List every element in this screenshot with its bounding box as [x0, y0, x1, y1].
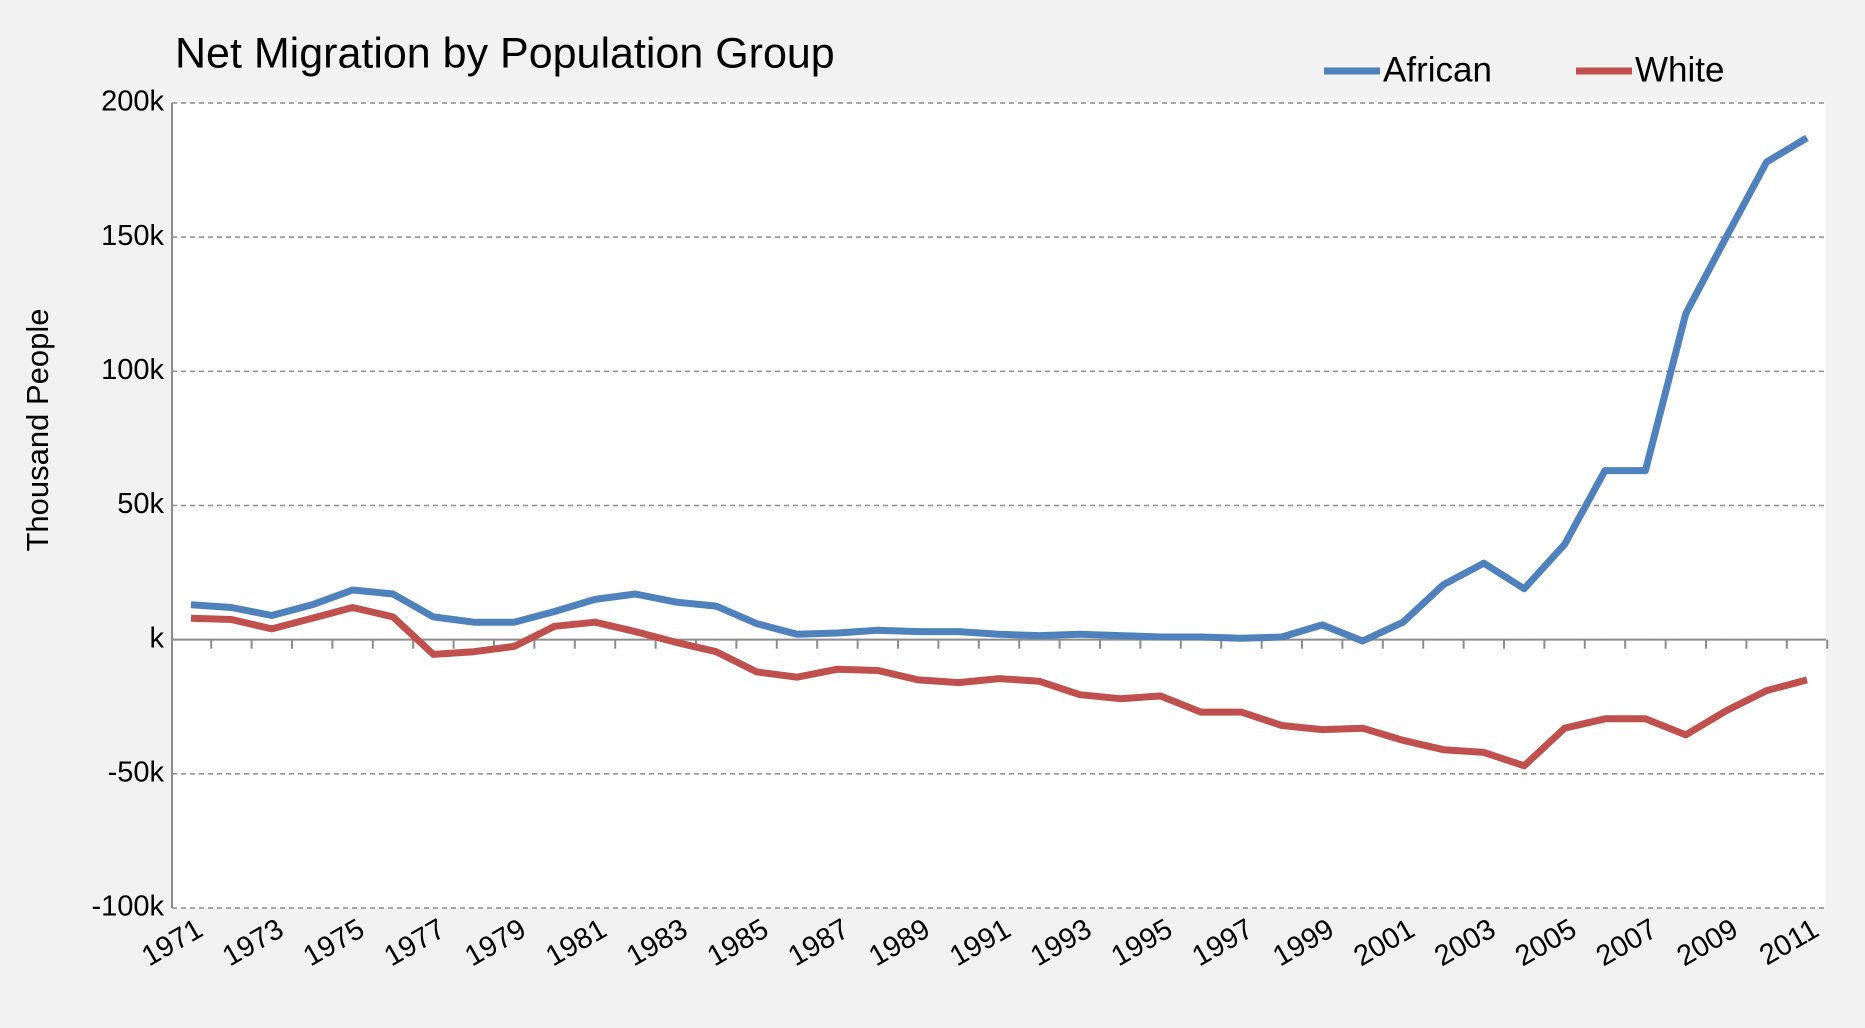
- x-tick-label: 2003: [1429, 913, 1501, 973]
- y-tick-label: k: [150, 622, 165, 654]
- x-tick-label: 1975: [298, 913, 370, 973]
- y-tick-label: 100k: [101, 354, 164, 386]
- x-tick-label: 2007: [1591, 913, 1663, 973]
- y-tick-label: 200k: [101, 86, 164, 118]
- x-tick-label: 1999: [1268, 913, 1340, 973]
- y-axis-label: Thousand People: [20, 308, 55, 551]
- y-tick-label: 150k: [101, 220, 164, 252]
- x-tick-label: 1979: [460, 913, 532, 973]
- x-tick-label: 2011: [1754, 913, 1824, 972]
- x-tick-label: 1993: [1025, 913, 1097, 973]
- x-tick-label: 1985: [702, 913, 774, 973]
- x-tick-label: 1973: [217, 913, 289, 973]
- x-tick-label: 2009: [1672, 913, 1744, 973]
- chart-title: Net Migration by Population Group: [175, 29, 835, 77]
- y-tick-label: -50k: [108, 756, 165, 788]
- x-tick-label: 1981: [540, 913, 612, 973]
- line-series: [190, 134, 1809, 645]
- x-tick-label: 1977: [379, 913, 451, 973]
- x-tick-label: 1983: [621, 913, 693, 973]
- legend-label: African: [1383, 50, 1492, 89]
- x-tick-label: 1995: [1106, 913, 1178, 973]
- x-tick-label: 1989: [864, 913, 936, 973]
- y-tick-label: 50k: [117, 488, 164, 520]
- x-tick-label: 1987: [783, 913, 855, 973]
- x-tick-label: 1991: [944, 913, 1016, 973]
- x-tick-label: 1997: [1187, 913, 1259, 973]
- x-tick-label: 2005: [1510, 913, 1582, 973]
- y-tick-label: -100k: [91, 891, 164, 923]
- legend-label: White: [1635, 50, 1724, 89]
- x-tick-label: 2001: [1348, 913, 1420, 973]
- line-series: [190, 604, 1808, 770]
